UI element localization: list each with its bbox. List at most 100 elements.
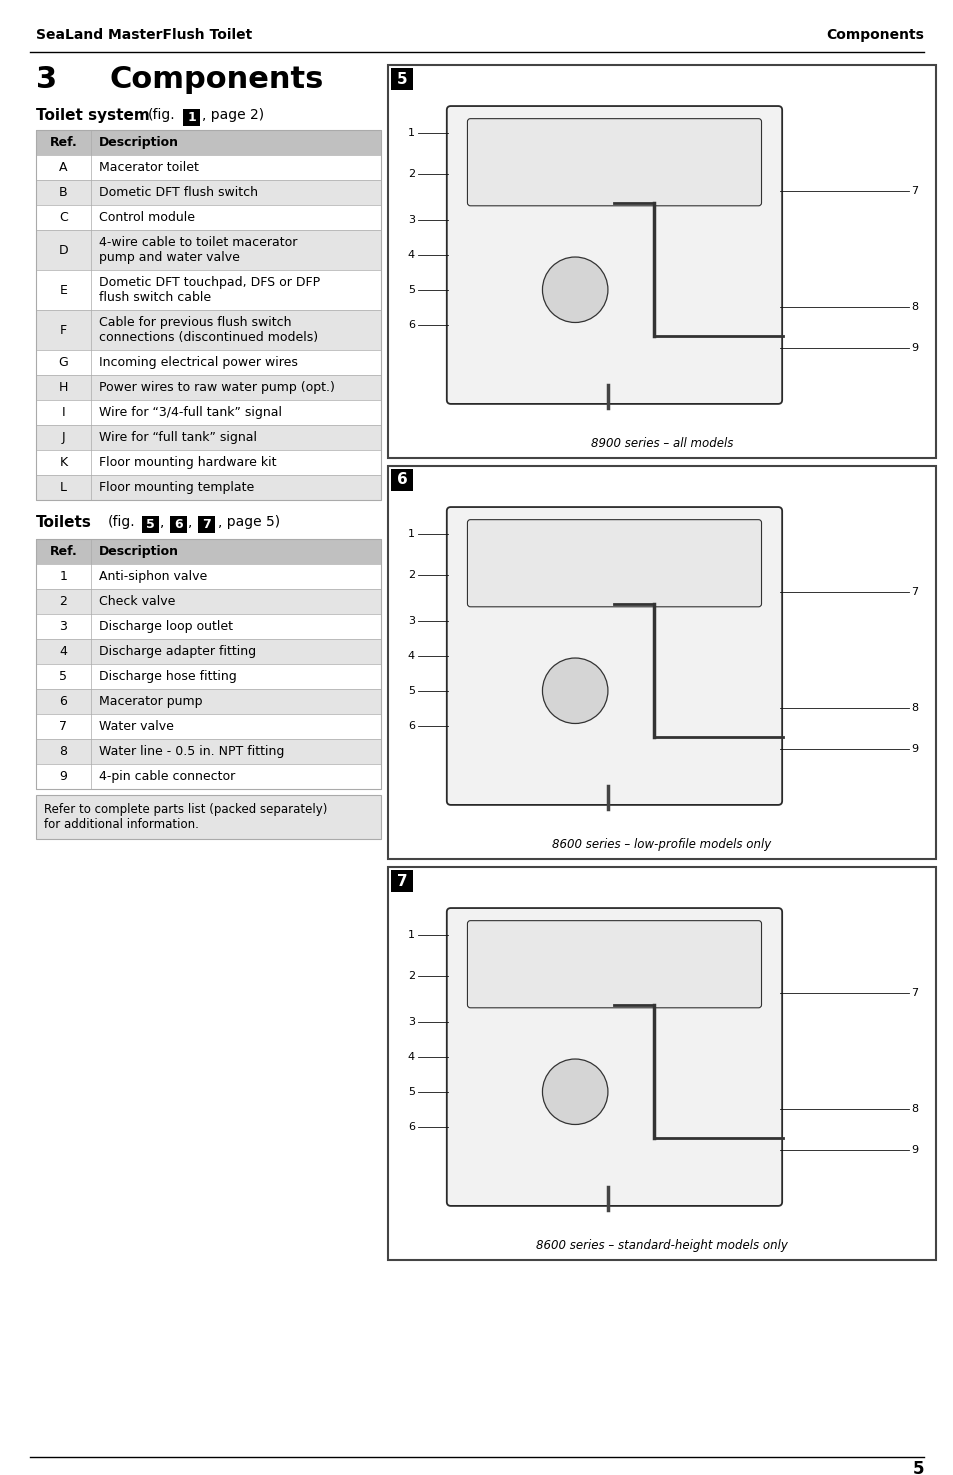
Text: 3: 3 [59,620,68,633]
Text: Refer to complete parts list (packed separately)
for additional information.: Refer to complete parts list (packed sep… [44,802,327,830]
Text: 1: 1 [408,931,415,940]
Bar [170,516,187,532]
Text: 8: 8 [59,745,68,758]
Text: Components: Components [825,28,923,41]
Bar [36,425,380,450]
Bar [36,130,380,500]
Text: 2: 2 [408,168,415,178]
Text: 7: 7 [910,186,917,196]
Circle shape [542,1059,607,1124]
Bar [36,639,380,664]
Text: Dometic DFT touchpad, DFS or DFP
flush switch cable: Dometic DFT touchpad, DFS or DFP flush s… [99,276,320,304]
Text: 3: 3 [408,1018,415,1027]
Bar [36,400,380,425]
FancyBboxPatch shape [467,920,760,1007]
Bar [36,589,380,614]
Text: Water valve: Water valve [99,720,173,733]
Bar [391,469,413,491]
Text: K: K [59,456,68,469]
Bar [36,270,380,310]
Text: Power wires to raw water pump (opt.): Power wires to raw water pump (opt.) [99,381,335,394]
Text: Floor mounting hardware kit: Floor mounting hardware kit [99,456,276,469]
Text: C: C [59,211,68,224]
Text: Macerator toilet: Macerator toilet [99,161,198,174]
Text: 5: 5 [146,518,154,531]
Text: Control module: Control module [99,211,194,224]
Text: , page 5): , page 5) [218,515,280,530]
Bar [36,310,380,350]
Text: 8600 series – low-profile models only: 8600 series – low-profile models only [552,838,771,851]
Text: , page 2): , page 2) [202,108,264,122]
Text: 4: 4 [408,650,415,661]
Text: Dometic DFT flush switch: Dometic DFT flush switch [99,186,257,199]
Text: 5: 5 [408,1087,415,1097]
Text: 8: 8 [910,1105,917,1114]
Text: 9: 9 [59,770,68,783]
FancyBboxPatch shape [446,909,781,1207]
Bar [36,614,380,639]
Text: 8: 8 [910,704,917,712]
FancyBboxPatch shape [446,507,781,805]
Text: 5: 5 [408,285,415,295]
Bar [36,764,380,789]
Bar [36,350,380,375]
Text: 9: 9 [910,1145,917,1155]
Text: 1: 1 [408,128,415,139]
Text: Cable for previous flush switch
connections (discontinued models): Cable for previous flush switch connecti… [99,316,317,344]
Bar [36,714,380,739]
Text: 5: 5 [911,1460,923,1475]
Text: J: J [62,431,65,444]
Text: 6: 6 [174,518,183,531]
Text: Discharge hose fitting: Discharge hose fitting [99,670,236,683]
Text: 6: 6 [408,320,415,329]
Text: D: D [59,243,69,257]
Text: Ref.: Ref. [50,544,77,558]
Bar [36,689,380,714]
Bar [142,516,159,532]
Bar [388,65,935,459]
Text: 4: 4 [408,249,415,260]
Text: L: L [60,481,67,494]
Text: 3: 3 [36,65,57,94]
Text: 7: 7 [59,720,68,733]
Bar [36,205,380,230]
Text: 2: 2 [408,569,415,580]
Bar [388,867,935,1260]
Text: 6: 6 [59,695,68,708]
Text: 1: 1 [59,569,68,583]
Text: 8900 series – all models: 8900 series – all models [590,437,733,450]
Bar [183,109,200,125]
Text: Toilet system: Toilet system [36,108,150,122]
Bar [36,563,380,589]
Text: Description: Description [99,136,179,149]
Text: 2: 2 [59,594,68,608]
FancyBboxPatch shape [467,118,760,206]
Text: F: F [60,323,67,336]
Bar [36,475,380,500]
Text: Discharge loop outlet: Discharge loop outlet [99,620,233,633]
Text: I: I [62,406,65,419]
Text: H: H [59,381,68,394]
FancyBboxPatch shape [467,519,760,606]
FancyBboxPatch shape [446,106,781,404]
Text: 4-pin cable connector: 4-pin cable connector [99,770,235,783]
Bar [36,795,380,839]
Bar [36,538,380,563]
Bar [588,366,627,385]
Bar [391,870,413,892]
Text: 8: 8 [910,302,917,313]
Text: Description: Description [99,544,179,558]
Text: Water line - 0.5 in. NPT fitting: Water line - 0.5 in. NPT fitting [99,745,284,758]
Text: 6: 6 [408,1121,415,1131]
Bar [388,466,935,858]
Bar [36,180,380,205]
Bar [36,538,380,789]
Text: 5: 5 [396,71,407,87]
Text: ,: , [188,515,193,530]
Text: 6: 6 [396,472,407,488]
Text: (fig.: (fig. [108,515,135,530]
Bar [36,130,380,155]
Text: Wire for “full tank” signal: Wire for “full tank” signal [99,431,256,444]
Text: Discharge adapter fitting: Discharge adapter fitting [99,645,255,658]
Text: B: B [59,186,68,199]
